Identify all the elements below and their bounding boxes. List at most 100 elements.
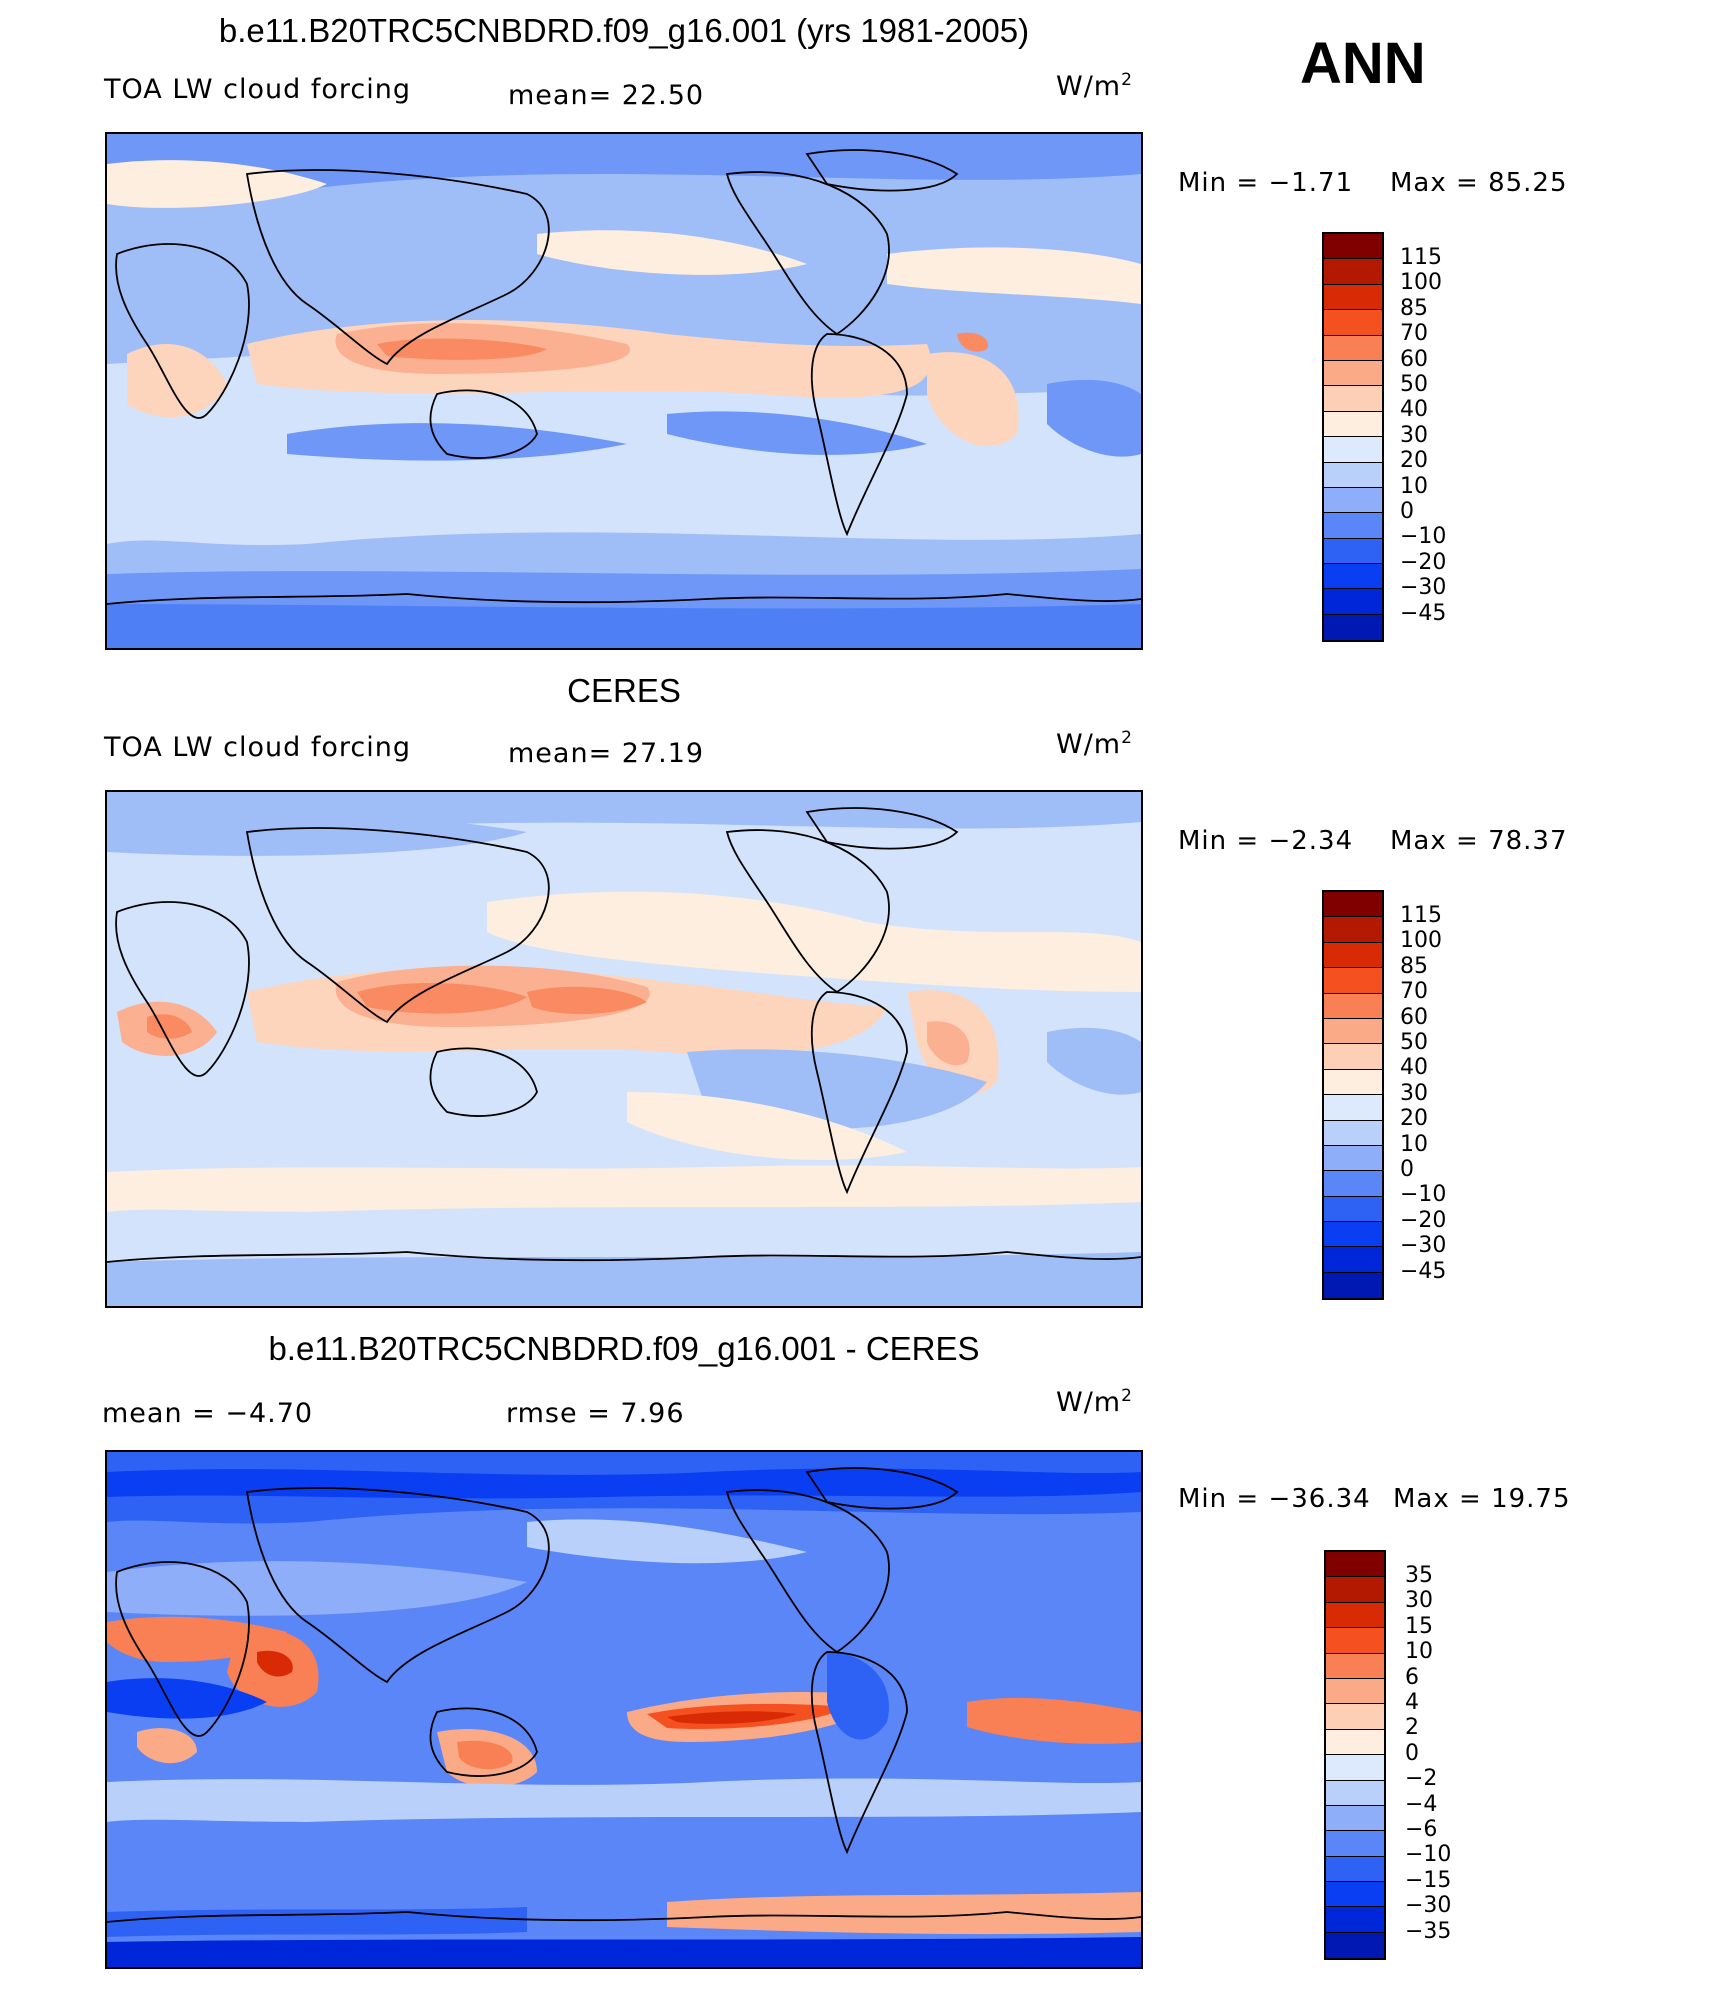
colorbar-swatch [1324,335,1382,361]
colorbar-swatch [1324,942,1382,969]
colorbar-tick-label: 60 [1400,346,1428,372]
colorbar-tick-label: −10 [1405,1842,1452,1868]
colorbar-tick-label: 85 [1400,953,1428,979]
colorbar-swatch [1324,259,1382,285]
colorbar-swatch [1326,1729,1384,1756]
colorbar-tick-label: −30 [1400,1233,1447,1259]
colorbar-tick-label: −4 [1405,1791,1438,1817]
colorbar-swatch [1324,462,1382,488]
panel-2-min: Min = −2.34 [1178,826,1354,856]
colorbar-tick-label: 10 [1405,1639,1433,1665]
panel-3-title: b.e11.B20TRC5CNBDRD.f09_g16.001 - CERES [268,1330,980,1367]
colorbar-swatch [1324,360,1382,387]
colorbar-tick-label: 0 [1400,1157,1414,1183]
colorbar-swatch [1324,513,1382,539]
colorbar-tick-label: −30 [1400,575,1447,601]
colorbar-tick-label: 100 [1400,270,1442,296]
colorbar-swatch [1324,437,1382,463]
colorbar-tick-label: −10 [1400,1182,1447,1208]
colorbar-tick-label: −10 [1400,524,1447,550]
colorbar-tick-label: 70 [1400,321,1428,347]
colorbar-tick-label: −2 [1405,1766,1438,1792]
colorbar-tick-label: 35 [1405,1563,1433,1588]
colorbar-tick-label: 115 [1400,245,1442,270]
panel-2-colorbar [1322,890,1384,1301]
colorbar-swatch [1326,1678,1384,1705]
colorbar-tick-label: 70 [1400,979,1428,1005]
panel-1-variable-label: TOA LW cloud forcing [104,74,411,105]
colorbar-tick-label: 115 [1400,903,1442,928]
colorbar-swatch [1326,1653,1384,1679]
colorbar-swatch [1324,487,1382,514]
colorbar-swatch [1324,1272,1382,1299]
panel-3-min: Min = −36.34 [1178,1484,1371,1514]
colorbar-swatch [1324,386,1382,412]
panel-2-mean-label: mean= 27.19 [508,738,705,769]
colorbar-swatch [1324,234,1382,260]
colorbar-tick-label: −45 [1400,1258,1447,1284]
colorbar-swatch [1324,411,1382,438]
colorbar-tick-label: −15 [1405,1867,1452,1893]
colorbar-swatch [1326,1932,1384,1959]
colorbar-swatch [1326,1577,1384,1603]
colorbar-swatch [1326,1780,1384,1806]
panel-3-max: Max = 19.75 [1393,1484,1571,1514]
panel-3-units: W/m2 [1056,1386,1133,1418]
colorbar-tick-label: 20 [1400,1106,1428,1132]
colorbar-swatch [1326,1704,1384,1730]
colorbar-swatch [1324,284,1382,311]
panel-1-min: Min = −1.71 [1178,168,1354,198]
colorbar-swatch [1326,1628,1384,1654]
colorbar-labels: 35 30 15 10 6 4 2 0 −2 −4 −6 −10 −15 −30… [1405,1563,1451,1944]
colorbar-tick-label: 4 [1405,1690,1419,1716]
colorbar-swatch [1324,1069,1382,1096]
colorbar-tick-label: 85 [1400,295,1428,321]
colorbar-swatch [1324,1222,1382,1248]
colorbar-swatch [1324,538,1382,565]
colorbar-swatch [1324,968,1382,994]
colorbar-labels: 115 100 85 70 60 50 40 30 20 10 0 −10 −2… [1400,245,1446,626]
panel-2-title: CERES [567,672,681,709]
panel-1-map [105,132,1143,650]
colorbar-swatch [1326,1831,1384,1857]
colorbar-tick-label: 2 [1405,1715,1419,1741]
panel-3-rmse-label: rmse = 7.96 [506,1398,685,1429]
panel-1-units: W/m2 [1056,70,1133,102]
colorbar-swatch [1324,1196,1382,1223]
colorbar-tick-label: −20 [1400,549,1447,575]
colorbar-tick-label: 30 [1405,1588,1433,1614]
season-label: ANN [1300,31,1426,96]
colorbar-tick-label: 0 [1400,499,1414,525]
colorbar-tick-label: 10 [1400,473,1428,499]
panel-3-mean-label: mean = −4.70 [102,1398,314,1429]
panel-1-mean-label: mean= 22.50 [508,80,705,111]
colorbar-tick-label: 60 [1400,1004,1428,1030]
colorbar-tick-label: −20 [1400,1207,1447,1233]
colorbar-swatch [1324,1120,1382,1146]
colorbar-tick-label: 0 [1405,1740,1419,1766]
colorbar-swatch [1326,1882,1384,1908]
colorbar-swatch [1324,1247,1382,1273]
colorbar-swatch [1324,1044,1382,1070]
panel-2-units: W/m2 [1056,728,1133,760]
colorbar-tick-label: 40 [1400,397,1428,423]
colorbar-tick-label: 30 [1400,1080,1428,1106]
colorbar-tick-label: −30 [1405,1893,1452,1919]
colorbar-swatch [1324,1018,1382,1045]
colorbar-tick-label: −45 [1400,600,1447,626]
colorbar-tick-label: 40 [1400,1055,1428,1081]
panel-1-title: b.e11.B20TRC5CNBDRD.f09_g16.001 (yrs 198… [218,12,1030,49]
colorbar-tick-label: 20 [1400,448,1428,474]
colorbar-tick-label: −35 [1405,1918,1452,1944]
colorbar-swatch [1324,1145,1382,1172]
panel-1-colorbar [1322,232,1384,643]
colorbar-swatch [1326,1552,1384,1578]
colorbar-tick-label: 15 [1405,1613,1433,1639]
panel-1-max: Max = 85.25 [1390,168,1568,198]
panel-2-variable-label: TOA LW cloud forcing [104,732,411,763]
colorbar-tick-label: 10 [1400,1131,1428,1157]
colorbar-tick-label: 50 [1400,1030,1428,1056]
colorbar-swatch [1324,917,1382,943]
panel-2-map [105,790,1143,1308]
colorbar-swatch [1324,993,1382,1019]
